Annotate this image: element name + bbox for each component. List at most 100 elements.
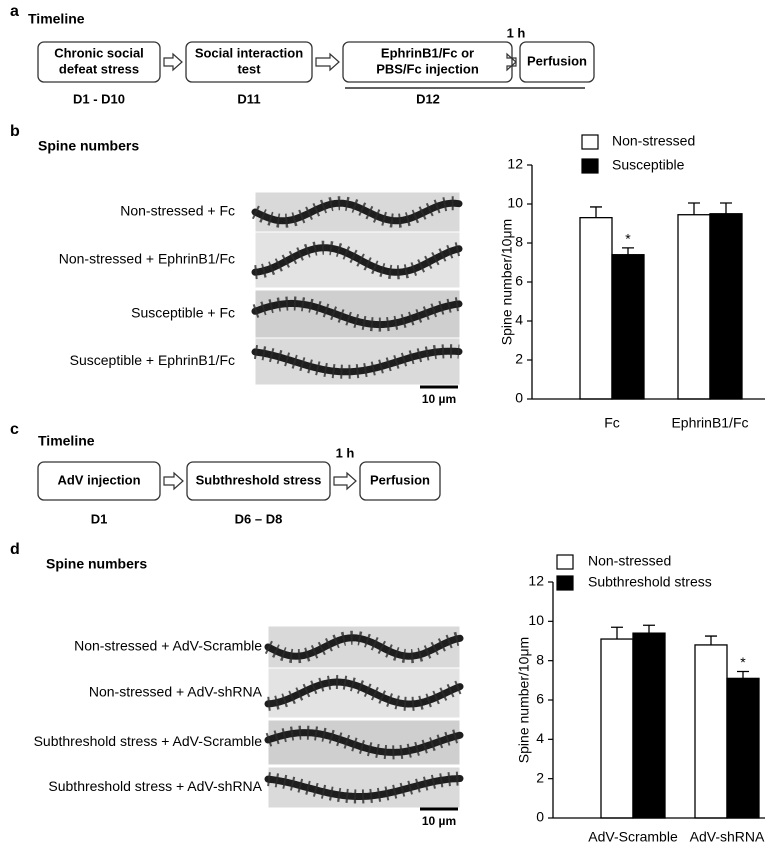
error-bar — [705, 635, 717, 645]
image-label: Non-stressed + Fc — [120, 203, 235, 219]
timeline-day: D1 - D10 — [73, 91, 125, 106]
arrow — [315, 52, 340, 72]
y-tick-label: 2 — [536, 769, 544, 785]
image-label: Non-stressed + AdV-Scramble — [74, 638, 262, 654]
y-tick-label: 6 — [515, 273, 523, 289]
error-bar — [737, 670, 749, 679]
image-label: Susceptible + EphrinB1/Fc — [70, 352, 235, 368]
panel-letter: b — [10, 123, 20, 140]
timeline-step: Social interaction — [195, 45, 303, 60]
timeline-box — [186, 461, 331, 501]
y-tick-label: 8 — [515, 234, 523, 250]
timeline-day: D1 — [91, 511, 108, 526]
timeline-step: Perfusion — [527, 53, 587, 68]
panel-title: Spine numbers — [46, 556, 147, 572]
timeline-step: PBS/Fc injection — [376, 61, 479, 76]
y-tick-label: 10 — [507, 195, 523, 211]
y-tick-label: 12 — [528, 573, 544, 589]
error-bar — [688, 202, 700, 215]
x-tick-label: AdV-shRNA — [690, 829, 765, 845]
timeline-step: EphrinB1/Fc or — [381, 45, 474, 60]
timeline-box — [359, 461, 441, 501]
x-tick-label: AdV-Scramble — [588, 829, 678, 845]
timeline-day: D12 — [416, 91, 440, 106]
image-label: Non-stressed + EphrinB1/Fc — [59, 251, 235, 267]
timeline-box — [37, 461, 161, 501]
bar — [632, 632, 666, 819]
bar — [726, 677, 760, 819]
y-tick-label: 0 — [515, 390, 523, 406]
dendrite-spines — [264, 630, 462, 664]
arrow — [163, 471, 184, 491]
y-tick-label: 4 — [515, 312, 523, 328]
bar — [709, 213, 743, 400]
dendrite-spines — [252, 296, 461, 332]
legend-swatch — [581, 158, 599, 174]
y-tick-label: 8 — [536, 651, 544, 667]
bar — [694, 644, 728, 819]
panel-letter: d — [10, 541, 20, 558]
dendrite — [251, 199, 463, 225]
timeline-step: defeat stress — [59, 61, 139, 76]
y-tick-label: 2 — [515, 351, 523, 367]
arrow — [333, 471, 357, 491]
panel-letter: a — [10, 3, 19, 20]
error-bar — [643, 624, 655, 634]
error-bar — [622, 247, 634, 255]
dendrite-spines — [267, 771, 461, 804]
x-tick-label: Fc — [604, 415, 620, 431]
error-bar — [720, 202, 732, 214]
timeline-step: Chronic social — [54, 45, 144, 60]
scale-label: 10 µm — [422, 814, 456, 828]
dendrite-spines — [267, 674, 463, 712]
dendrite-spines — [253, 344, 460, 379]
significance-marker: * — [625, 231, 631, 247]
y-tick-label: 10 — [528, 612, 544, 628]
legend-label: Susceptible — [612, 157, 685, 173]
panel-title: Timeline — [28, 11, 85, 27]
scale-label: 10 µm — [422, 392, 456, 406]
bar — [579, 216, 613, 400]
timeline-day: D6 – D8 — [235, 511, 283, 526]
image-label: Subthreshold stress + AdV-shRNA — [48, 778, 262, 794]
dendrite-spines — [265, 725, 462, 760]
legend-label: Subthreshold stress — [588, 574, 712, 590]
y-axis-label: Spine number/10μm — [516, 637, 532, 763]
legend-swatch — [556, 575, 574, 591]
timeline-step: test — [237, 61, 261, 76]
arrow — [163, 52, 183, 72]
legend-label: Non-stressed — [588, 553, 671, 569]
y-tick-label: 0 — [536, 809, 544, 825]
legend-swatch — [556, 554, 574, 570]
bar — [677, 214, 711, 400]
x-tick-label: EphrinB1/Fc — [671, 415, 748, 431]
y-axis-label: Spine number/10μm — [499, 219, 515, 345]
interval-label: 1 h — [336, 445, 355, 460]
y-tick-label: 6 — [536, 691, 544, 707]
error-bar — [590, 206, 602, 218]
bar — [611, 254, 645, 400]
error-bar — [611, 626, 623, 640]
timeline-step: AdV injection — [57, 472, 140, 487]
legend-swatch — [581, 134, 599, 150]
image-label: Susceptible + Fc — [131, 305, 235, 321]
legend-label: Non-stressed — [612, 133, 695, 149]
timeline-box — [37, 41, 161, 83]
panel-title: Timeline — [38, 433, 95, 449]
panel-letter: c — [10, 421, 19, 438]
timeline-day: D11 — [237, 91, 260, 106]
arrow — [506, 52, 517, 72]
timeline-step: Perfusion — [370, 472, 430, 487]
timeline-box — [185, 41, 313, 83]
timeline-box — [342, 41, 513, 83]
image-label: Subthreshold stress + AdV-Scramble — [34, 733, 263, 749]
panel-title: Spine numbers — [38, 138, 139, 154]
timeline-box — [519, 41, 595, 83]
timeline-step: Subthreshold stress — [196, 472, 322, 487]
y-tick-label: 12 — [507, 156, 523, 172]
y-tick-label: 4 — [536, 730, 544, 746]
dendrite — [251, 244, 463, 276]
interval-label: 1 h — [507, 25, 526, 40]
bar — [600, 638, 634, 819]
